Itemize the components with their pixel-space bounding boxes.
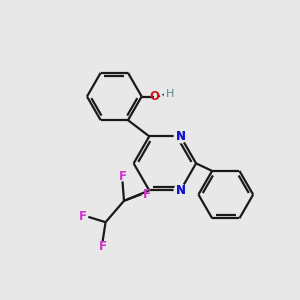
Text: F: F <box>142 188 151 201</box>
Text: H: H <box>165 88 174 98</box>
Text: N: N <box>176 184 185 197</box>
Text: O: O <box>149 90 160 103</box>
Text: F: F <box>79 210 87 224</box>
Text: N: N <box>176 130 185 143</box>
Text: F: F <box>99 240 106 254</box>
Text: F: F <box>118 169 127 183</box>
Text: N: N <box>176 130 185 143</box>
Text: N: N <box>176 184 185 197</box>
